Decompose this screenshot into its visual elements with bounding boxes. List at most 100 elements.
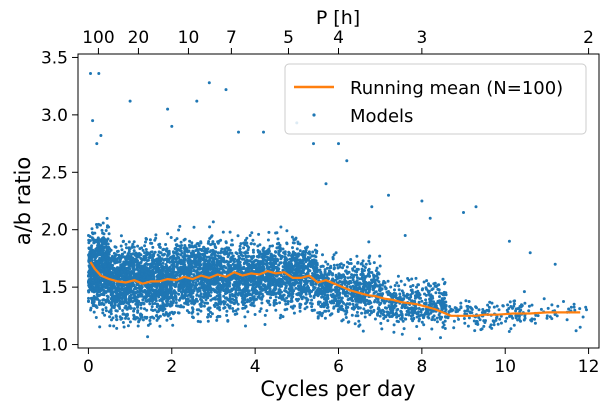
model-point: [178, 224, 182, 228]
model-point: [187, 258, 191, 262]
model-point: [170, 292, 174, 296]
model-point: [95, 254, 99, 258]
model-point: [301, 258, 305, 262]
model-point: [305, 305, 309, 309]
model-point: [220, 271, 224, 275]
model-point: [207, 283, 211, 287]
model-point: [188, 239, 192, 243]
model-point: [94, 305, 98, 309]
model-point: [164, 248, 168, 252]
model-point: [194, 245, 198, 249]
model-point: [152, 293, 156, 297]
model-point: [292, 304, 296, 308]
model-point: [192, 225, 196, 229]
model-point: [274, 308, 278, 312]
model-point: [306, 267, 310, 271]
model-point: [127, 240, 131, 244]
model-point: [170, 283, 174, 287]
model-point: [236, 302, 240, 306]
model-point: [272, 302, 276, 305]
model-point: [258, 291, 262, 295]
model-point: [209, 315, 213, 318]
model-point: [177, 292, 181, 296]
model-point: [248, 234, 252, 237]
model-point: [279, 278, 283, 282]
model-point: [109, 239, 113, 243]
model-point: [101, 256, 105, 260]
model-point: [164, 263, 168, 266]
model-point: [87, 299, 90, 303]
model-point: [312, 296, 316, 299]
model-point: [132, 260, 136, 264]
model-point: [190, 241, 194, 245]
model-point: [246, 290, 250, 294]
model-point: [87, 253, 91, 257]
model-point: [189, 292, 193, 296]
model-point: [209, 235, 213, 239]
model-point: [167, 251, 171, 255]
model-point: [108, 324, 112, 328]
model-point: [241, 297, 245, 301]
model-point: [195, 288, 199, 292]
model-point: [299, 273, 303, 277]
model-point: [143, 255, 147, 259]
model-point: [212, 249, 216, 253]
model-point: [253, 313, 257, 316]
model-point: [138, 317, 142, 321]
model-point: [154, 236, 158, 240]
model-point: [87, 296, 90, 300]
model-point: [144, 292, 148, 296]
model-point: [113, 260, 117, 263]
model-point: [101, 308, 105, 312]
model-point: [304, 290, 308, 294]
model-point: [314, 259, 318, 263]
model-point: [278, 288, 282, 292]
model-point: [123, 273, 127, 277]
model-point: [304, 296, 308, 300]
model-point: [102, 291, 105, 295]
model-point: [150, 305, 154, 309]
model-point: [104, 274, 108, 277]
model-point: [112, 281, 116, 285]
model-point: [151, 245, 155, 249]
model-point: [272, 287, 276, 291]
model-point: [301, 290, 305, 294]
model-point: [100, 228, 104, 232]
model-point: [132, 249, 136, 253]
model-point: [95, 273, 99, 277]
model-point: [225, 309, 229, 313]
model-point: [126, 324, 130, 328]
model-point: [110, 256, 114, 260]
model-point: [287, 268, 291, 272]
model-point: [245, 236, 249, 240]
model-point: [210, 253, 213, 257]
model-point: [144, 284, 148, 288]
model-point: [103, 313, 107, 317]
model-point: [147, 287, 151, 291]
model-point: [284, 302, 288, 306]
model-point: [308, 290, 311, 294]
model-point: [104, 306, 108, 310]
model-point: [243, 315, 247, 319]
model-point: [259, 307, 263, 311]
model-point: [367, 259, 371, 263]
model-point: [285, 229, 289, 233]
model-point: [172, 274, 176, 277]
model-point: [145, 237, 148, 241]
model-point: [269, 296, 272, 300]
model-point: [165, 266, 169, 270]
model-point: [109, 265, 113, 269]
model-point: [110, 302, 114, 306]
model-point: [268, 244, 272, 248]
model-point: [222, 294, 226, 298]
model-point: [121, 312, 125, 316]
model-point: [198, 320, 202, 324]
model-point: [96, 293, 100, 297]
model-point: [111, 294, 115, 298]
model-point: [216, 251, 220, 255]
model-point: [136, 300, 140, 304]
model-point: [98, 256, 102, 260]
model-point: [151, 302, 155, 306]
model-point: [109, 297, 113, 301]
model-point: [182, 284, 186, 288]
